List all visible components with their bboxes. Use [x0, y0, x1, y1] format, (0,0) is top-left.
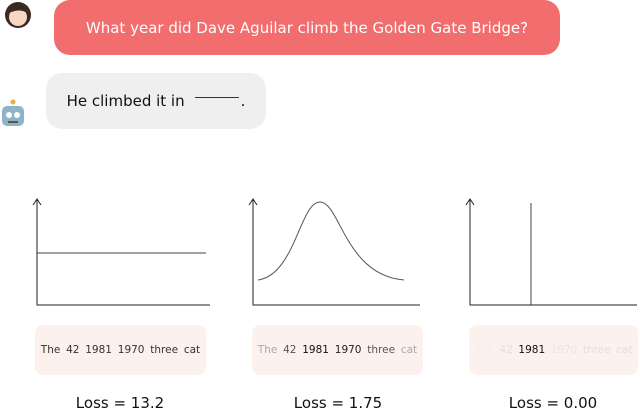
gaussian-curve	[257, 201, 405, 281]
loss-label: Loss = 1.75	[293, 394, 383, 411]
loss-label: Loss = 13.2	[75, 394, 165, 411]
token: 1970	[334, 344, 362, 356]
loss-label: Loss = 0.00	[508, 394, 598, 411]
user-bubble: What year did Dave Aguilar climb the Gol…	[54, 0, 560, 55]
arrow	[248, 198, 258, 206]
token: 1970	[117, 344, 145, 356]
token: three	[582, 344, 611, 356]
token: cat	[400, 344, 418, 356]
assistant-message: He climbed it in	[66, 92, 185, 110]
plots	[32, 198, 637, 306]
token: three	[150, 344, 179, 356]
token: The	[257, 344, 278, 356]
axes	[36, 200, 210, 306]
axes	[252, 200, 420, 306]
token: 1981	[302, 344, 329, 356]
assistant-message-end: .	[240, 92, 246, 110]
assistant-bubble: He climbed it in.	[46, 73, 266, 129]
token: cat	[616, 344, 633, 356]
token: 1970	[550, 344, 578, 356]
token: cat	[183, 344, 201, 356]
token: 42	[499, 344, 513, 356]
user-message: What year did Dave Aguilar climb the Gol…	[85, 18, 529, 37]
token: 42	[283, 344, 297, 356]
token: 1981	[518, 344, 546, 356]
token: 1981	[85, 344, 112, 356]
blank	[194, 96, 239, 98]
token-box: The 42 1981 1970 three cat	[35, 325, 206, 375]
arrow	[465, 198, 475, 206]
token-box: The 42 1981 1970 three cat	[469, 325, 638, 375]
token: three	[367, 344, 396, 356]
robot-avatar	[2, 99, 24, 126]
token: The	[474, 344, 495, 356]
token: 42	[66, 344, 80, 356]
token: The	[40, 344, 61, 356]
arrow	[32, 198, 42, 206]
user-avatar	[5, 2, 31, 28]
token-box: The 42 1981 1970 three cat	[252, 325, 423, 375]
axes	[469, 200, 637, 306]
